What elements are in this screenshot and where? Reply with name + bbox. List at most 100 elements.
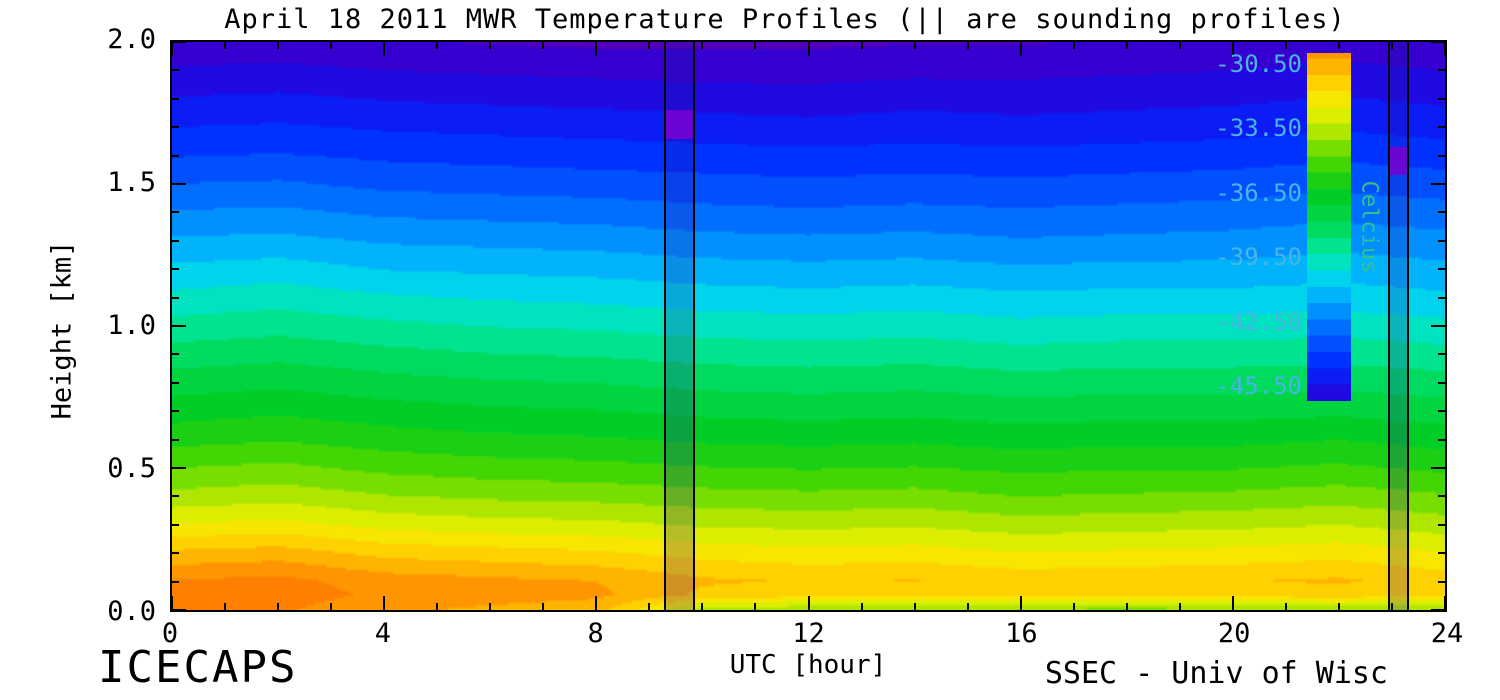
heatmap-canvas (172, 42, 1445, 610)
tick-mark (701, 42, 703, 49)
tick-mark (1438, 240, 1445, 242)
tick-mark (1285, 603, 1287, 610)
tick-mark (224, 603, 226, 610)
tick-mark (172, 41, 186, 43)
tick-mark (172, 581, 179, 583)
tick-mark (1438, 581, 1445, 583)
y-tick-label: 0.0 (107, 596, 156, 627)
tick-mark (1444, 42, 1446, 56)
x-tick-label: 8 (587, 618, 604, 649)
sounding-cap (665, 110, 695, 139)
tick-mark (1438, 155, 1445, 157)
tick-mark (701, 603, 703, 610)
tick-mark (172, 126, 179, 128)
tick-mark (914, 603, 916, 610)
tick-mark (172, 609, 186, 611)
tick-mark (595, 42, 597, 56)
tick-mark (1073, 42, 1075, 49)
sounding-cap (1389, 147, 1408, 176)
y-axis-title: Height [km] (46, 240, 78, 420)
tick-mark (172, 69, 179, 71)
tick-mark (172, 552, 179, 554)
tick-mark (1438, 297, 1445, 299)
colorbar-tick-label: -39.50 (1215, 243, 1302, 272)
tick-mark (1438, 126, 1445, 128)
tick-mark (172, 495, 179, 497)
tick-mark (330, 42, 332, 49)
x-axis-title: UTC [hour] (729, 650, 887, 680)
tick-mark (754, 603, 756, 610)
x-tick-label: 12 (792, 618, 825, 649)
tick-mark (172, 98, 179, 100)
tick-mark (1431, 325, 1445, 327)
tick-mark (1179, 603, 1181, 610)
x-tick-label: 0 (161, 618, 179, 649)
tick-mark (1438, 353, 1445, 355)
tick-mark (1179, 42, 1181, 49)
sounding-profile-line (664, 42, 667, 610)
tick-mark (383, 42, 385, 56)
tick-mark (1126, 603, 1128, 610)
tick-mark (1438, 552, 1445, 554)
tick-mark (1338, 42, 1340, 49)
tick-mark (1438, 495, 1445, 497)
tick-mark (754, 42, 756, 49)
tick-mark (171, 42, 173, 56)
y-tick-label: 2.0 (107, 24, 156, 55)
colorbar-tick-label: -30.50 (1215, 49, 1302, 78)
tick-mark (1444, 596, 1446, 610)
tick-mark (171, 596, 173, 610)
y-tick-label: 1.0 (107, 310, 156, 341)
tick-mark (595, 596, 597, 610)
tick-mark (436, 42, 438, 49)
sounding-profile-line (1406, 42, 1409, 610)
tick-mark (172, 382, 179, 384)
tick-mark (808, 596, 810, 610)
tick-mark (648, 603, 650, 610)
tick-mark (172, 240, 179, 242)
tick-mark (1438, 268, 1445, 270)
tick-mark (1126, 42, 1128, 49)
tick-mark (1020, 596, 1022, 610)
tick-mark (436, 603, 438, 610)
footer-left-logo: ICECAPS (98, 642, 298, 693)
tick-mark (542, 42, 544, 49)
tick-mark (1285, 42, 1287, 49)
tick-mark (967, 42, 969, 49)
tick-mark (861, 603, 863, 610)
tick-mark (648, 42, 650, 49)
x-tick-label: 4 (374, 618, 391, 649)
tick-mark (914, 42, 916, 49)
y-tick-label: 1.5 (107, 167, 156, 198)
colorbar-tick-label: -33.50 (1215, 114, 1302, 143)
plot-frame (170, 40, 1447, 612)
tick-mark (1438, 69, 1445, 71)
tick-mark (277, 603, 279, 610)
footer-right-credit: SSEC - Univ of Wisc (1044, 656, 1388, 691)
tick-mark (172, 439, 179, 441)
tick-mark (172, 155, 179, 157)
tick-mark (1391, 603, 1393, 610)
tick-mark (172, 325, 186, 327)
sounding-profile-line (1388, 42, 1391, 610)
tick-mark (542, 603, 544, 610)
tick-mark (1338, 603, 1340, 610)
tick-mark (489, 603, 491, 610)
tick-mark (1438, 211, 1445, 213)
tick-mark (1232, 42, 1234, 56)
tick-mark (330, 603, 332, 610)
colorbar-unit-label: Celcius (1356, 180, 1382, 274)
colorbar-tick-label: -36.50 (1215, 178, 1302, 207)
tick-mark (1232, 596, 1234, 610)
tick-mark (1438, 524, 1445, 526)
tick-mark (172, 268, 179, 270)
tick-mark (1438, 382, 1445, 384)
tick-mark (1020, 42, 1022, 56)
colorbar-tick-label: -42.50 (1215, 307, 1302, 336)
sounding-profile-line (693, 42, 696, 610)
sounding-column (1389, 42, 1408, 610)
tick-mark (172, 410, 179, 412)
tick-mark (1431, 183, 1445, 185)
tick-mark (172, 297, 179, 299)
